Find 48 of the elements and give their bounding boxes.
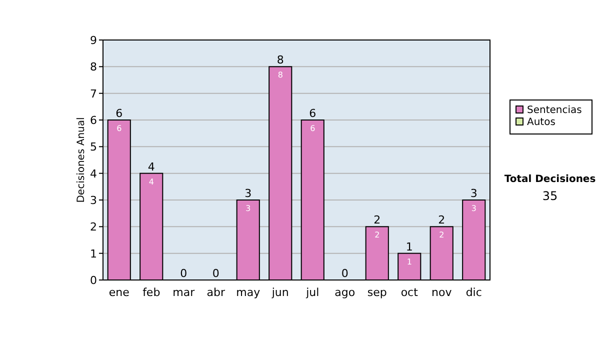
- x-tick-label: sep: [367, 286, 387, 299]
- total-label: 1: [406, 240, 413, 254]
- data-label: 6: [116, 124, 122, 133]
- data-label: 4: [148, 177, 154, 186]
- y-tick-label: 7: [90, 87, 97, 100]
- y-tick-label: 8: [90, 60, 97, 74]
- text: 35: [542, 189, 558, 203]
- total-label: 0: [180, 267, 188, 280]
- x-tick-label: feb: [142, 286, 160, 299]
- total-label: 3: [244, 187, 252, 200]
- data-label: 3: [471, 204, 476, 213]
- y-tick-label: 1: [90, 247, 97, 260]
- x-tick-label: may: [236, 286, 261, 299]
- text: Total Decisiones: [504, 174, 596, 185]
- total-label: 6: [116, 107, 123, 120]
- data-label: 3: [246, 204, 251, 213]
- x-tick-label: oct: [400, 286, 419, 299]
- data-label: 2: [439, 230, 444, 240]
- total-label: 8: [276, 54, 284, 67]
- data-label: 1: [406, 257, 412, 266]
- total-label: 0: [212, 267, 220, 280]
- y-axis-title: Decisiones Anual: [76, 117, 87, 203]
- y-tick-label: 4: [90, 167, 97, 180]
- x-tick-label: jun: [270, 286, 289, 299]
- total-label: 6: [309, 107, 316, 120]
- y-tick-label: 6: [90, 114, 97, 127]
- x-tick-label: dic: [466, 286, 482, 299]
- total-label: 4: [148, 160, 155, 174]
- y-tick-label: 5: [90, 140, 97, 154]
- x-tick-label: jul: [305, 286, 320, 299]
- data-label: 8: [278, 70, 283, 80]
- data-label: 6: [310, 124, 316, 133]
- y-tick-label: 2: [90, 220, 97, 234]
- x-tick-label: nov: [432, 286, 452, 299]
- y-tick-label: 3: [90, 194, 97, 207]
- legend-label: Sentencias: [527, 105, 582, 116]
- x-tick-label: ago: [334, 286, 356, 299]
- y-tick-label: 0: [90, 274, 97, 287]
- total-label: 2: [438, 214, 446, 227]
- total-label: 0: [341, 267, 348, 280]
- total-label: 2: [374, 214, 381, 227]
- x-tick-label: abr: [206, 286, 226, 299]
- total-label: 3: [470, 187, 478, 200]
- x-tick-label: mar: [172, 286, 196, 299]
- y-tick-label: 9: [90, 34, 97, 47]
- x-tick-label: ene: [108, 286, 130, 299]
- data-label: 2: [374, 230, 380, 240]
- legend-label: Autos: [527, 117, 556, 128]
